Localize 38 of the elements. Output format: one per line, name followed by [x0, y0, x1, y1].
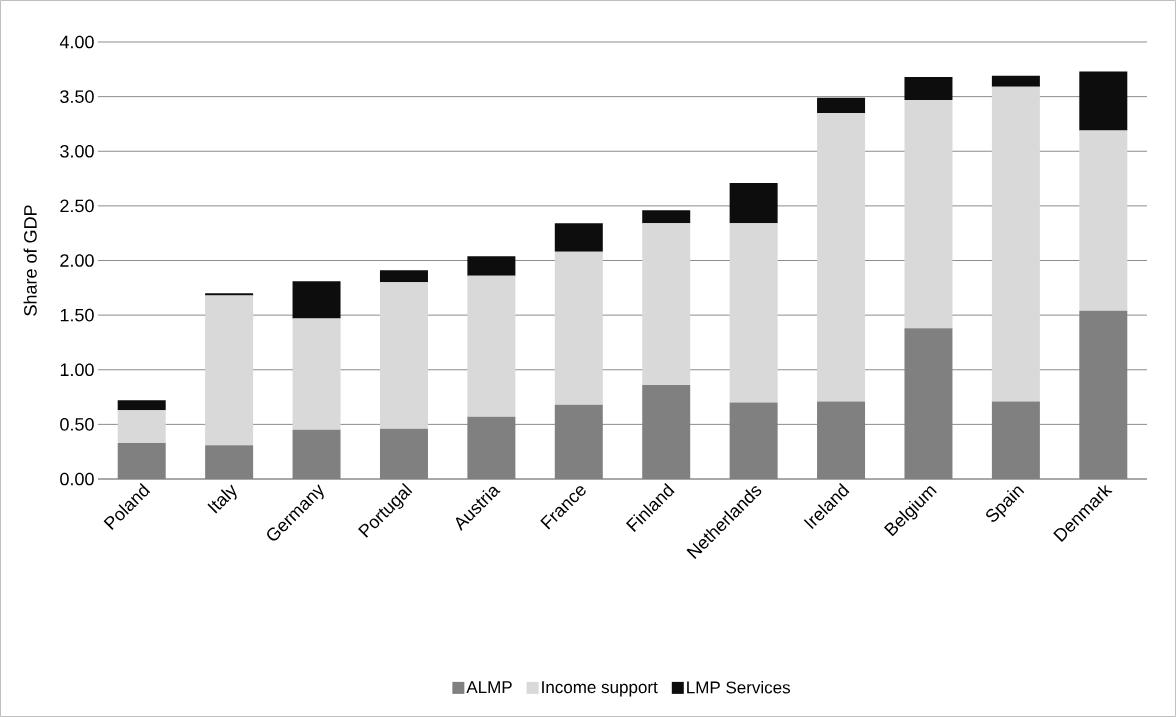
legend-label: ALMP: [466, 681, 512, 693]
y-tick-label: 1.50: [60, 308, 94, 322]
bar: [1079, 130, 1128, 311]
bar: [1079, 71, 1128, 131]
bar: [904, 99, 953, 329]
y-axis-title: Share of GDP: [23, 205, 37, 316]
bar: [379, 282, 428, 429]
y-tick-label: 3.50: [60, 90, 94, 103]
legend-label: Income support: [542, 681, 658, 697]
y-tick-label: 2.00: [60, 254, 94, 267]
bar: [729, 223, 778, 403]
bar: [817, 97, 866, 114]
bar: [205, 295, 254, 446]
x-tick-label: Italy: [207, 484, 237, 514]
bar: [205, 293, 254, 296]
bar: [991, 86, 1040, 402]
bar: [292, 318, 341, 430]
bar: [817, 113, 866, 402]
y-tick-label: 0.50: [60, 418, 94, 431]
y-tick-label: 2.50: [60, 199, 94, 213]
bar: [642, 210, 691, 224]
bar: [467, 275, 516, 417]
bar: [729, 182, 778, 224]
bar: [554, 223, 603, 252]
y-tick-label: 1.00: [60, 363, 94, 377]
bar: [117, 400, 166, 411]
bar: [292, 281, 341, 319]
bar: [991, 75, 1040, 87]
y-tick-label: 3.00: [60, 144, 94, 158]
legend-label: LMP Services: [687, 680, 791, 694]
y-tick-label: 4.00: [59, 35, 94, 49]
bar: [554, 251, 603, 405]
bar: [379, 270, 428, 283]
bar: [904, 76, 953, 100]
y-tick-label: 0.00: [60, 472, 94, 486]
bar: [467, 256, 516, 276]
bar: [117, 410, 166, 443]
bar: [642, 223, 691, 386]
